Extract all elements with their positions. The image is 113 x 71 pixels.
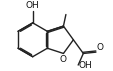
Text: OH: OH: [26, 1, 39, 10]
Text: OH: OH: [78, 61, 92, 70]
Text: O: O: [59, 55, 66, 64]
Text: O: O: [96, 43, 103, 52]
